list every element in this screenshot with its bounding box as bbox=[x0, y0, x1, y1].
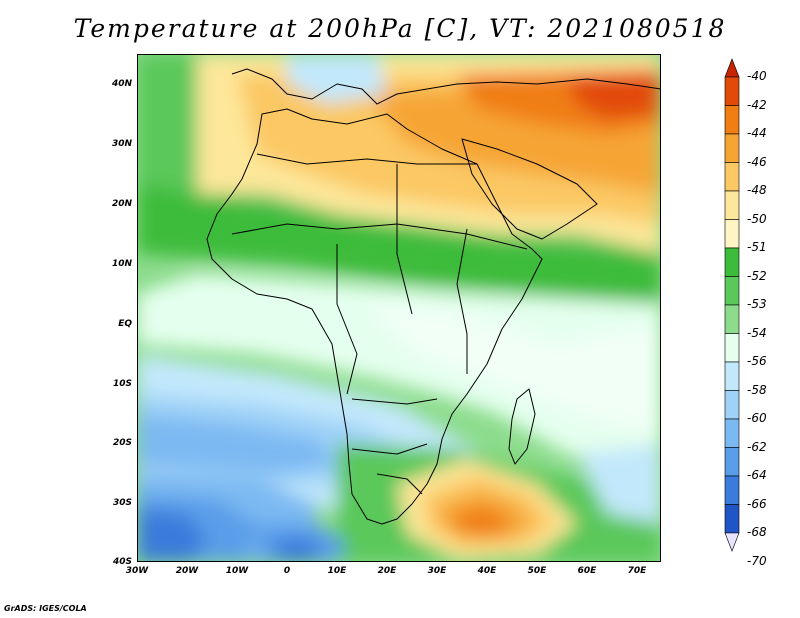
colorbar-tick-label: -53 bbox=[747, 297, 767, 311]
colorbar-tick-label: -40 bbox=[747, 69, 767, 83]
colorbar-box bbox=[724, 133, 740, 163]
colorbar-tick-label: -48 bbox=[747, 183, 767, 197]
lat-label-20s: 20S bbox=[112, 438, 132, 448]
lon-label-30e: 30E bbox=[427, 566, 447, 576]
colorbar-box bbox=[724, 475, 740, 505]
colorbar-box bbox=[724, 304, 740, 334]
colorbar-tick-label: -51 bbox=[747, 240, 767, 254]
lat-label-30n: 30N bbox=[111, 139, 132, 149]
map-title: Temperature at 200hPa [C], VT: 202108051… bbox=[73, 14, 727, 43]
colorbar-tick-label: -50 bbox=[747, 211, 767, 226]
temperature-field bbox=[137, 54, 661, 562]
colorbar bbox=[724, 58, 740, 552]
lat-label-40s: 40S bbox=[112, 557, 132, 567]
colorbar-tick-label: -54 bbox=[747, 325, 767, 340]
lat-label-20n: 20N bbox=[111, 199, 132, 209]
colorbar-box bbox=[724, 105, 740, 135]
lat-label-10n: 10N bbox=[111, 259, 132, 269]
lon-label-60e: 60E bbox=[577, 566, 597, 576]
colorbar-tick-label: -42 bbox=[747, 97, 767, 112]
lon-label-30w: 30W bbox=[125, 566, 149, 576]
lat-label-eq: EQ bbox=[118, 319, 132, 329]
colorbar-box bbox=[724, 190, 740, 220]
colorbar-tick-label: -44 bbox=[747, 126, 767, 140]
colorbar-tick-label: -52 bbox=[747, 268, 767, 283]
lon-label-40e: 40E bbox=[477, 566, 497, 576]
credit-text: GrADS: IGES/COLA bbox=[4, 604, 87, 613]
lat-label-10s: 10S bbox=[112, 379, 132, 389]
colorbar-tick-label: -56 bbox=[747, 354, 767, 368]
lon-label-10e: 10E bbox=[327, 566, 347, 576]
lon-label-10w: 10W bbox=[225, 566, 249, 576]
colorbar-box bbox=[724, 247, 740, 277]
lon-label-50e: 50E bbox=[527, 566, 547, 576]
map-plot bbox=[137, 54, 661, 562]
colorbar-box bbox=[724, 390, 740, 420]
lon-label-20w: 20W bbox=[175, 566, 199, 576]
colorbar-tick-label: -68 bbox=[747, 525, 767, 539]
colorbar-arrow-top bbox=[724, 58, 740, 78]
colorbar-tick-label: -46 bbox=[747, 154, 767, 169]
colorbar-tick-label: -64 bbox=[747, 468, 767, 482]
lon-label-0: 0 bbox=[283, 566, 291, 576]
lon-label-70e: 70E bbox=[627, 566, 647, 576]
colorbar-arrow-bottom bbox=[724, 532, 740, 552]
colorbar-box bbox=[724, 418, 740, 448]
map-border bbox=[137, 54, 661, 562]
colorbar-box bbox=[724, 333, 740, 363]
colorbar-box bbox=[724, 76, 740, 106]
lat-label-30s: 30S bbox=[112, 498, 132, 508]
colorbar-tick-label: -62 bbox=[747, 439, 767, 454]
coastlines bbox=[206, 68, 661, 525]
colorbar-box bbox=[724, 447, 740, 477]
colorbar-tick-label: -60 bbox=[747, 411, 767, 425]
colorbar-box bbox=[724, 162, 740, 192]
colorbar-tick-label: -58 bbox=[747, 382, 767, 397]
lat-label-40n: 40N bbox=[111, 79, 132, 89]
colorbar-box bbox=[724, 361, 740, 391]
colorbar-box bbox=[724, 504, 740, 534]
lon-label-20e: 20E bbox=[377, 566, 397, 576]
colorbar-tick-label: -70 bbox=[747, 553, 767, 568]
colorbar-tick-label: -66 bbox=[747, 496, 767, 511]
colorbar-box bbox=[724, 219, 740, 249]
colorbar-box bbox=[724, 276, 740, 306]
